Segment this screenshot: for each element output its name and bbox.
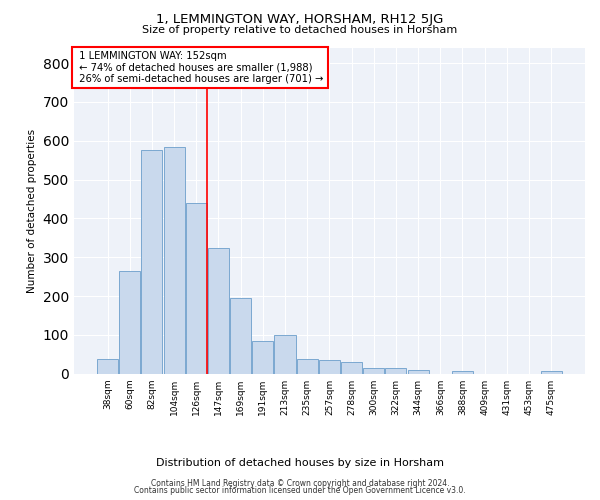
Text: Distribution of detached houses by size in Horsham: Distribution of detached houses by size … [156,458,444,468]
Bar [142,150,163,374]
Bar [97,359,118,374]
Bar [274,335,296,374]
Text: Contains public sector information licensed under the Open Government Licence v3: Contains public sector information licen… [134,486,466,495]
Bar [230,298,251,374]
Bar [119,271,140,374]
Bar [385,368,406,374]
Bar [452,370,473,374]
Y-axis label: Number of detached properties: Number of detached properties [27,128,37,292]
Bar [253,340,274,374]
Text: Size of property relative to detached houses in Horsham: Size of property relative to detached ho… [142,25,458,35]
Text: 1 LEMMINGTON WAY: 152sqm
 ← 74% of detached houses are smaller (1,988)
 26% of s: 1 LEMMINGTON WAY: 152sqm ← 74% of detach… [76,51,324,84]
Bar [319,360,340,374]
Bar [363,368,384,374]
Bar [341,362,362,374]
Bar [407,370,428,374]
Text: 1, LEMMINGTON WAY, HORSHAM, RH12 5JG: 1, LEMMINGTON WAY, HORSHAM, RH12 5JG [157,12,443,26]
Bar [186,203,207,374]
Text: Contains HM Land Registry data © Crown copyright and database right 2024.: Contains HM Land Registry data © Crown c… [151,478,449,488]
Bar [208,248,229,374]
Bar [164,146,185,374]
Bar [541,370,562,374]
Bar [296,359,318,374]
